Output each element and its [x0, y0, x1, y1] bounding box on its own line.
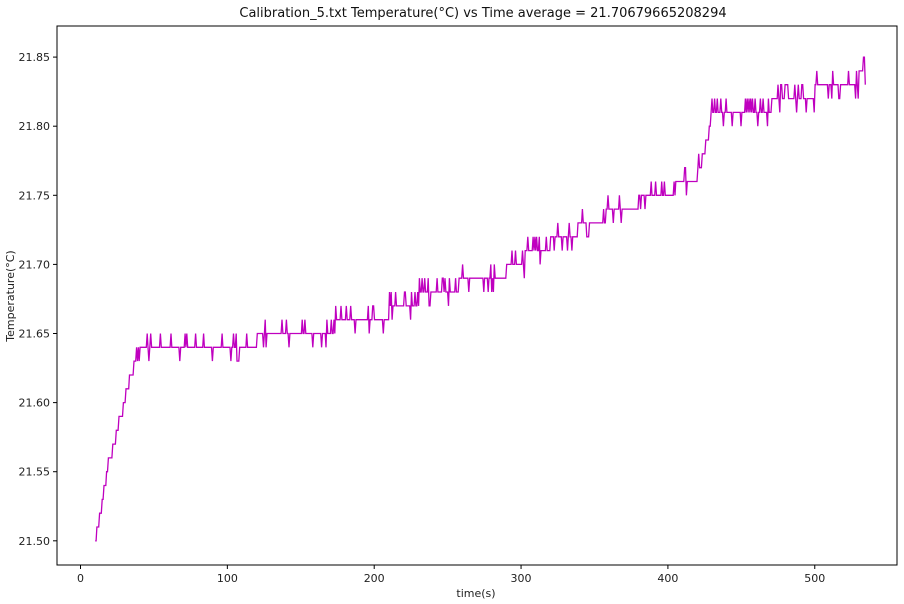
x-axis-label: time(s) — [456, 587, 495, 600]
x-tick-label: 500 — [804, 572, 825, 585]
y-tick-label: 21.65 — [19, 328, 51, 341]
y-axis-label: Temperature(°C) — [4, 250, 17, 342]
y-tick-label: 21.60 — [19, 397, 51, 410]
chart-title: Calibration_5.txt Temperature(°C) vs Tim… — [239, 6, 726, 21]
x-tick-label: 100 — [217, 572, 238, 585]
y-tick-label: 21.75 — [19, 189, 51, 202]
y-tick-label: 21.55 — [19, 466, 51, 479]
x-tick-label: 300 — [511, 572, 532, 585]
temperature-series-line — [95, 56, 866, 542]
y-tick-label: 21.80 — [19, 120, 51, 133]
x-tick-label: 0 — [77, 572, 84, 585]
y-tick-label: 21.70 — [19, 258, 51, 271]
plot-frame — [56, 25, 898, 566]
y-tick-label: 21.85 — [19, 51, 51, 64]
plot-area — [95, 56, 866, 542]
y-tick-label: 21.50 — [19, 535, 51, 548]
x-axis: 0 100 200 300 400 500 — [77, 565, 825, 585]
x-tick-label: 200 — [364, 572, 385, 585]
y-axis: 21.50 21.55 21.60 21.65 21.70 21.75 21.80 21.85 — [19, 51, 57, 548]
x-tick-label: 400 — [657, 572, 678, 585]
